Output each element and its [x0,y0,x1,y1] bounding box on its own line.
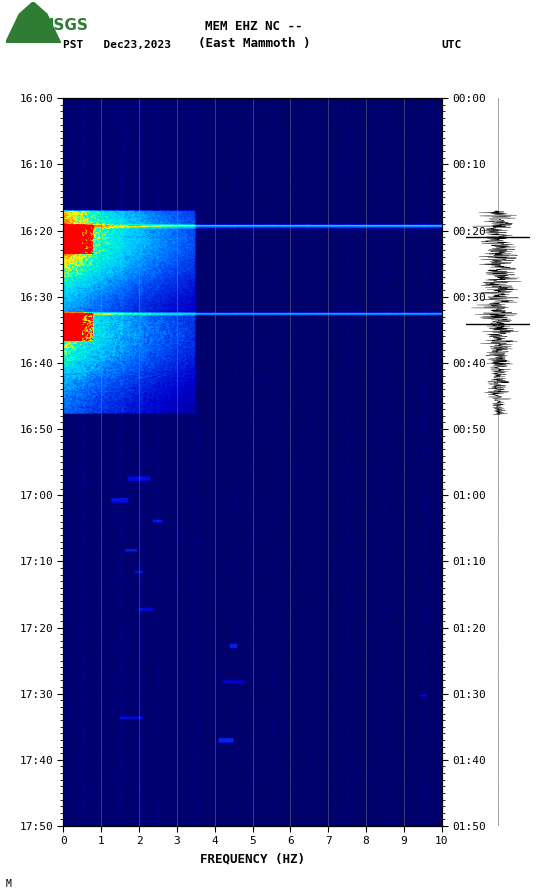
X-axis label: FREQUENCY (HZ): FREQUENCY (HZ) [200,852,305,865]
Text: M: M [6,879,12,889]
Text: UTC: UTC [442,40,462,50]
Text: MEM EHZ NC --: MEM EHZ NC -- [205,20,302,33]
Polygon shape [6,2,61,43]
Text: (East Mammoth ): (East Mammoth ) [198,37,310,50]
Text: USGS: USGS [41,18,88,32]
Text: PST   Dec23,2023: PST Dec23,2023 [63,40,172,50]
